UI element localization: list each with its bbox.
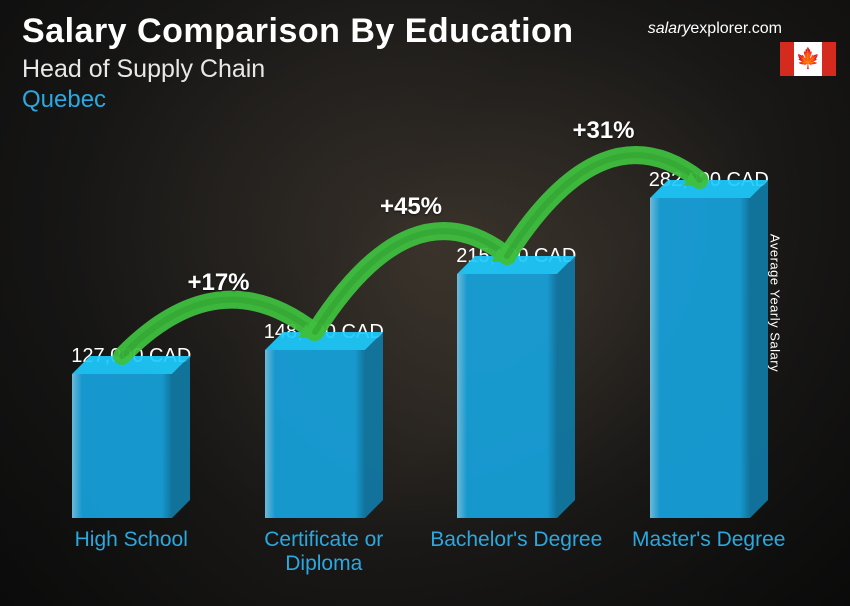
brand-text-rest: explorer.com (690, 20, 782, 37)
bar-group: 148,000 CADCertificate or Diploma (233, 68, 416, 578)
bar (72, 374, 190, 518)
bar-front-face (457, 274, 557, 518)
increase-pct-label: +17% (187, 269, 249, 297)
increase-pct-label: +31% (572, 117, 634, 145)
maple-leaf-icon: 🍁 (796, 49, 821, 69)
bar-front-face (265, 350, 365, 518)
salary-bar-chart: 127,000 CADHigh School148,000 CADCertifi… (40, 68, 800, 578)
brand-watermark: salaryexplorer.com (648, 20, 782, 38)
bar-category-label: Bachelor's Degree (430, 528, 602, 578)
flag-red-band-right (822, 42, 836, 76)
bar-side-face (365, 332, 383, 518)
bar (265, 350, 383, 518)
bar-top-face (650, 180, 768, 198)
bar (650, 198, 768, 518)
bar-top-face (72, 356, 190, 374)
bar-group: 127,000 CADHigh School (40, 68, 223, 578)
bar-side-face (557, 256, 575, 518)
bar-side-face (750, 180, 768, 518)
page-title: Salary Comparison By Education (22, 12, 574, 51)
bar-front-face (72, 374, 172, 518)
bar-group: 282,000 CADMaster's Degree (618, 68, 801, 578)
bar-front-face (650, 198, 750, 518)
bar-category-label: Certificate or Diploma (233, 528, 416, 578)
increase-pct-label: +45% (380, 193, 442, 221)
bar-top-face (265, 332, 383, 350)
infographic-stage: Salary Comparison By Education Head of S… (0, 0, 850, 606)
bar-category-label: Master's Degree (632, 528, 785, 578)
bar (457, 274, 575, 518)
bar-side-face (172, 356, 190, 518)
bar-category-label: High School (75, 528, 188, 578)
bar-top-face (457, 256, 575, 274)
brand-text-italic: salary (648, 20, 691, 37)
